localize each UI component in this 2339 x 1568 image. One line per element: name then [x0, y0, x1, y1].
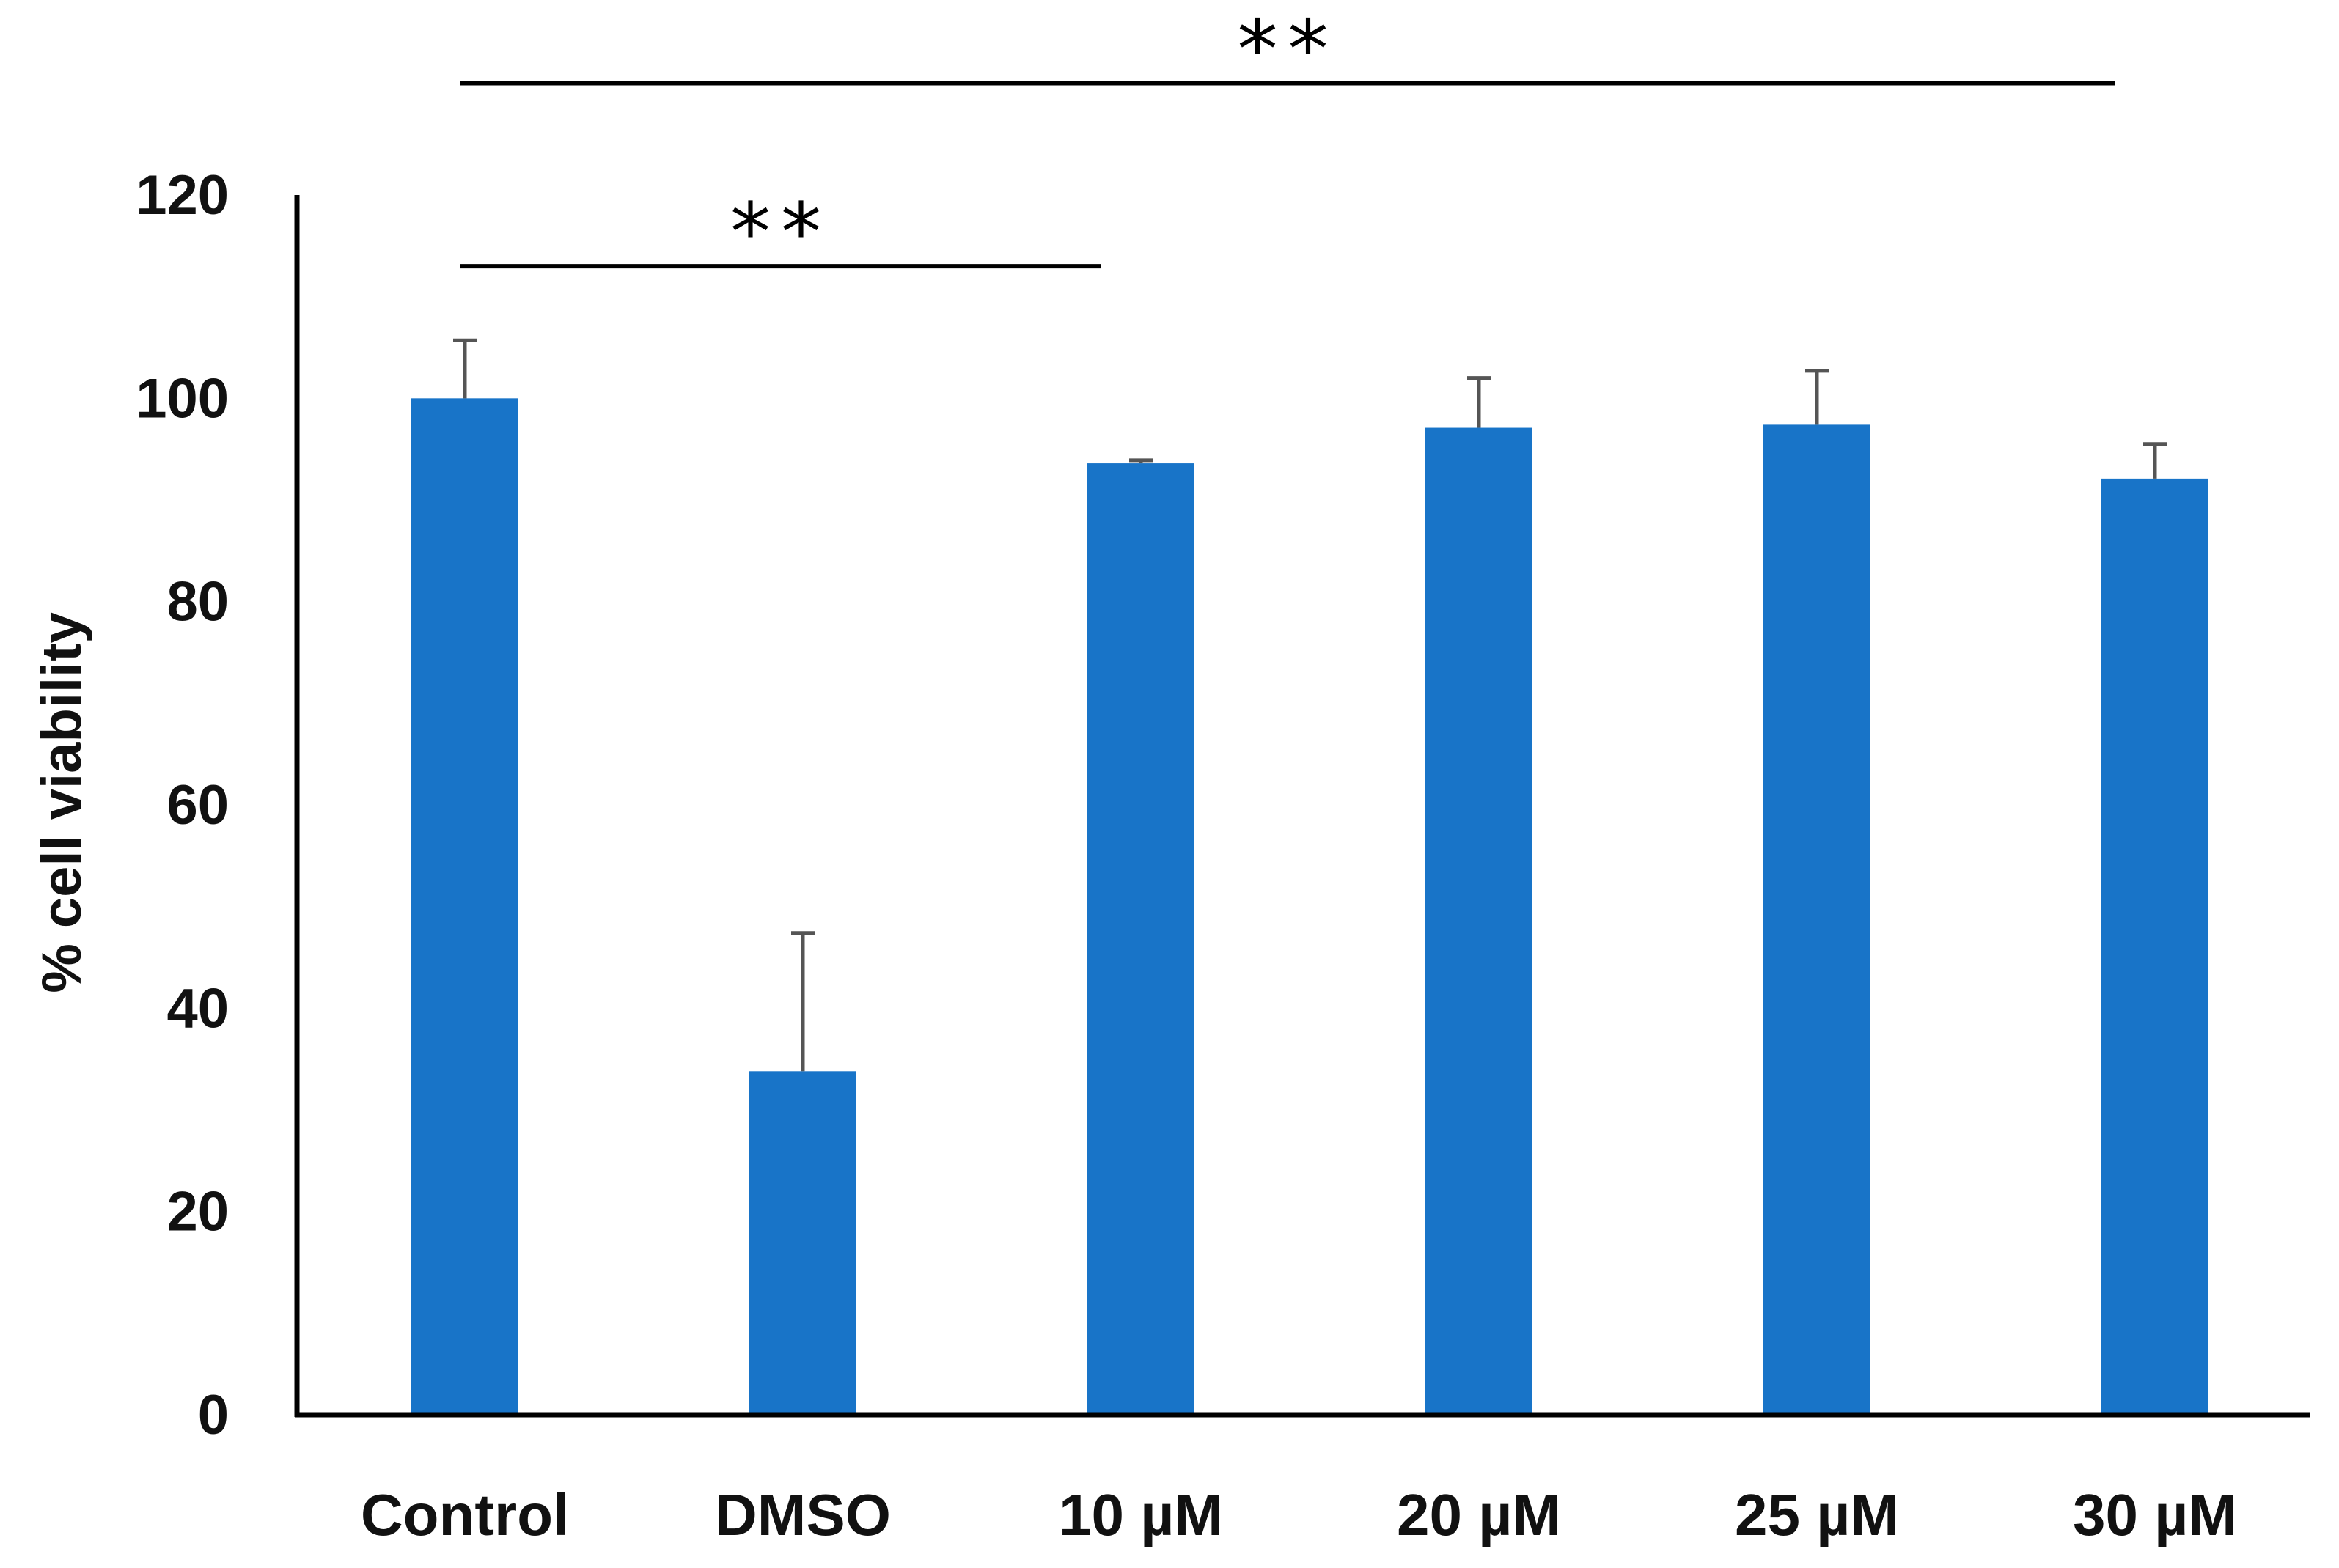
y-axis-title: % cell viability [31, 612, 93, 993]
x-category-label-0: Control [361, 1482, 569, 1547]
significance-label-1: ** [1238, 2, 1339, 96]
error-bar-4 [1805, 369, 1829, 425]
error-bar-5 [2143, 442, 2167, 479]
x-category-label-4: 25 µM [1735, 1482, 1899, 1547]
x-category-labels: Control DMSO 10 µM 20 µM 25 µM 30 µM [361, 1482, 2237, 1547]
y-tick-label-20: 20 [166, 1181, 229, 1243]
significance-bracket-0: ** [460, 185, 1101, 279]
bar-3 [1425, 427, 1532, 1416]
error-bar-1 [791, 931, 815, 1072]
y-tick-label-100: 100 [136, 367, 229, 430]
axes-layer [294, 195, 2310, 1418]
error-bar-0 [453, 338, 477, 399]
y-tick-label-40: 40 [166, 977, 229, 1039]
error-bar-3 [1467, 376, 1491, 428]
y-tick-label-80: 80 [166, 571, 229, 633]
y-tick-labels: 0 20 40 60 80 100 120 [136, 164, 229, 1446]
error-bars-layer [453, 338, 2167, 1072]
error-bar-2 [1129, 458, 1153, 464]
y-tick-label-0: 0 [198, 1384, 229, 1446]
y-tick-label-60: 60 [166, 774, 229, 836]
bar-0 [411, 398, 518, 1416]
bar-5 [2101, 478, 2208, 1415]
x-category-label-5: 30 µM [2073, 1482, 2237, 1547]
x-category-label-3: 20 µM [1397, 1482, 1561, 1547]
significance-bracket-1: ** [460, 2, 2115, 96]
bars-layer [411, 398, 2208, 1416]
significance-annotations: ** ** [460, 2, 2115, 279]
bar-4 [1763, 424, 1870, 1415]
bar-2 [1087, 463, 1194, 1415]
x-category-label-2: 10 µM [1059, 1482, 1223, 1547]
bar-1 [749, 1071, 856, 1415]
y-tick-label-120: 120 [136, 164, 229, 227]
x-category-label-1: DMSO [715, 1482, 891, 1547]
significance-label-0: ** [730, 185, 831, 279]
